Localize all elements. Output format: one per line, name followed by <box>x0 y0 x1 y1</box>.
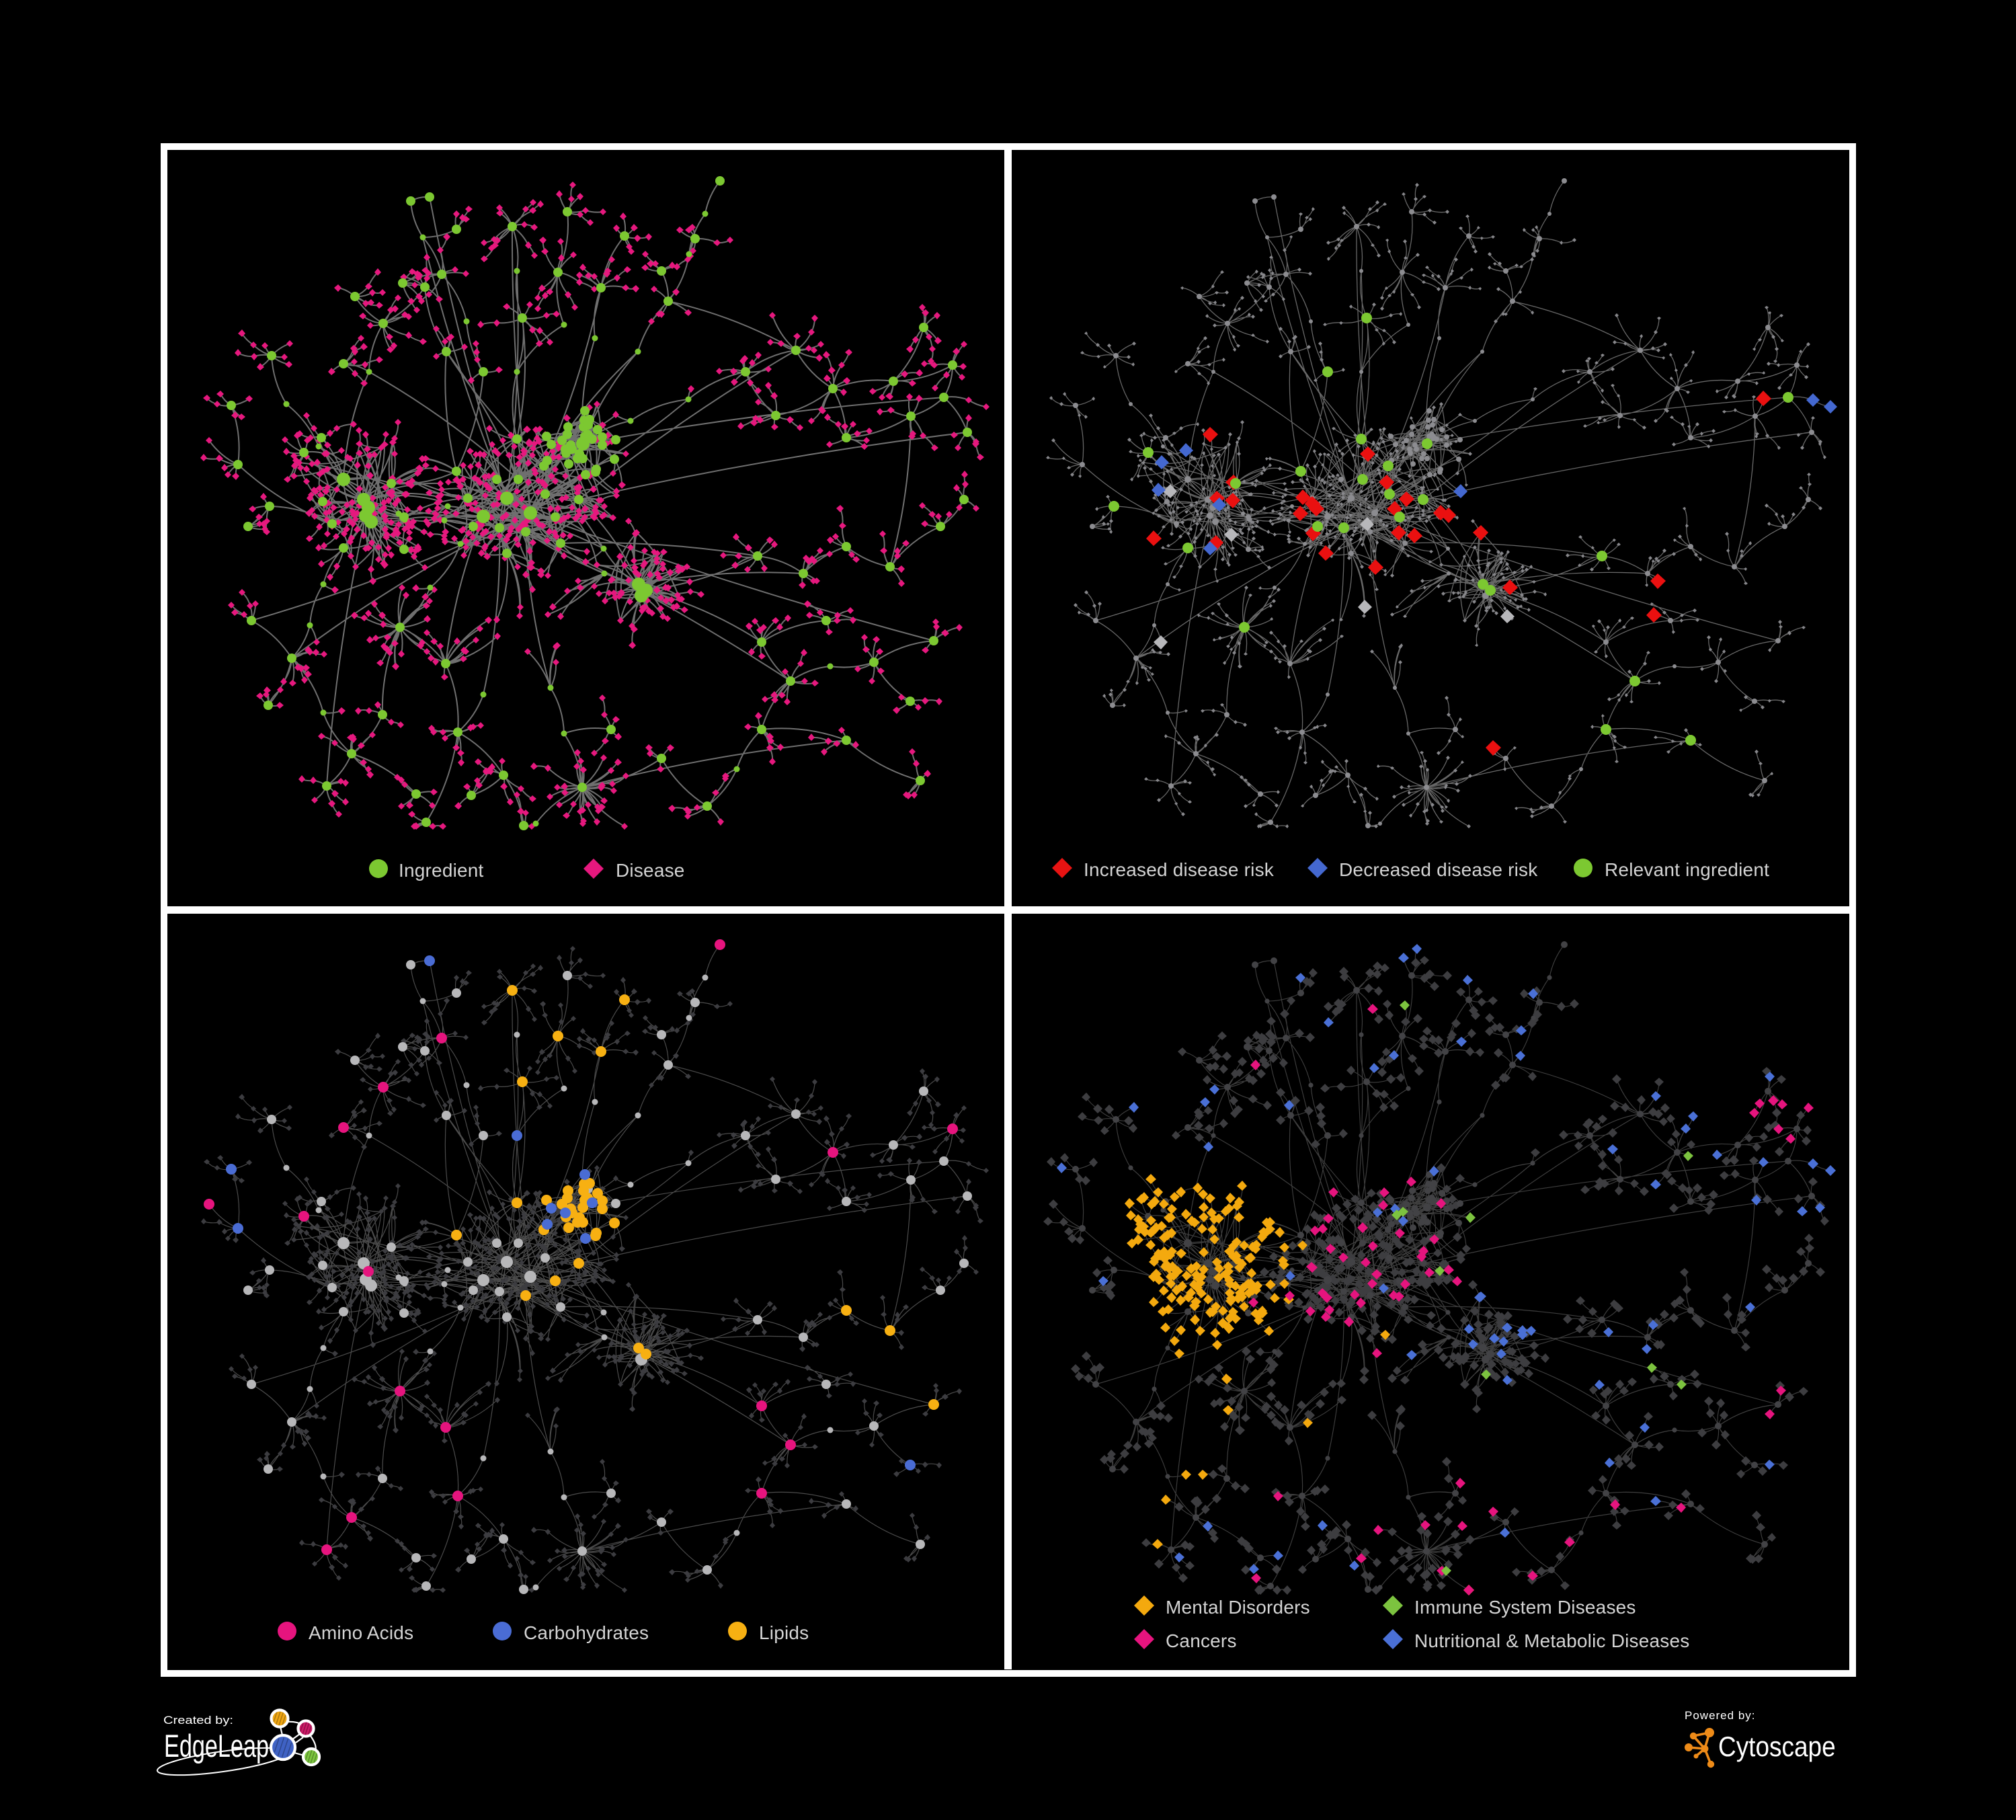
svg-text:Disease: Disease <box>616 860 685 881</box>
svg-text:Lipids: Lipids <box>759 1622 809 1643</box>
svg-text:Decreased disease risk: Decreased disease risk <box>1339 859 1538 880</box>
svg-text:Ingredient: Ingredient <box>399 860 484 881</box>
svg-text:Cancers: Cancers <box>1166 1630 1237 1651</box>
svg-text:Increased disease risk: Increased disease risk <box>1084 859 1275 880</box>
svg-text:EdgeLeap: EdgeLeap <box>164 1728 269 1764</box>
svg-text:Immune System Diseases: Immune System Diseases <box>1414 1597 1636 1618</box>
svg-text:Created by:: Created by: <box>163 1714 233 1727</box>
svg-text:Amino Acids: Amino Acids <box>309 1622 413 1643</box>
svg-text:Mental Disorders: Mental Disorders <box>1166 1597 1310 1618</box>
svg-text:Nutritional & Metabolic Diseas: Nutritional & Metabolic Diseases <box>1414 1630 1689 1651</box>
svg-text:Carbohydrates: Carbohydrates <box>524 1622 649 1643</box>
svg-text:Relevant ingredient: Relevant ingredient <box>1605 859 1769 880</box>
